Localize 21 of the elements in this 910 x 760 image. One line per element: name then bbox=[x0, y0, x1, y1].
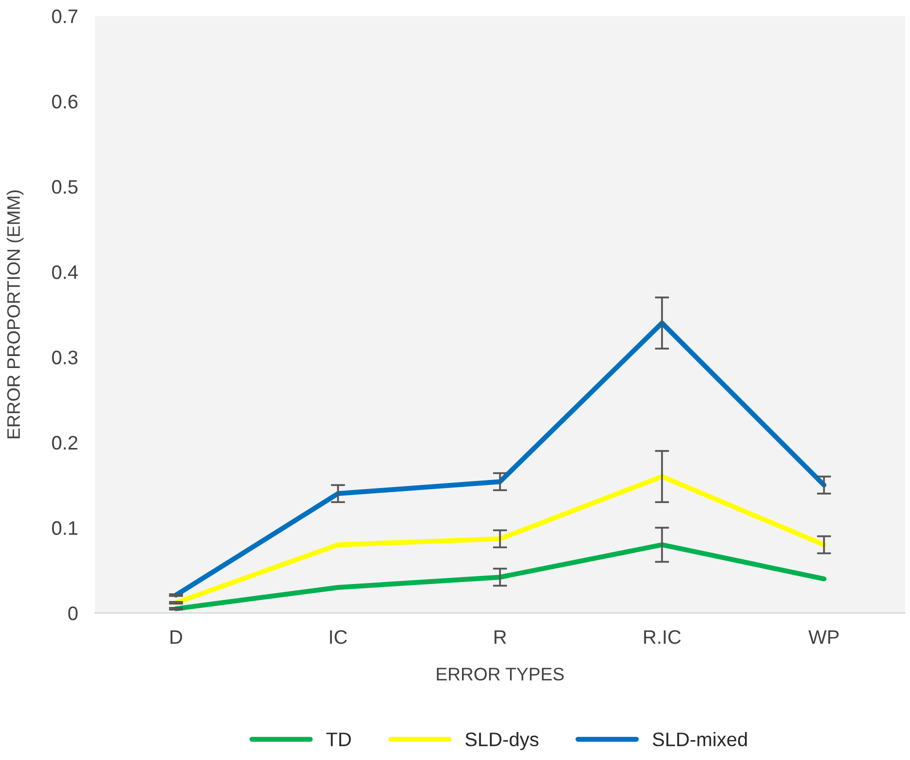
line-series bbox=[174, 320, 826, 598]
legend-label: SLD-mixed bbox=[652, 732, 747, 746]
x-tick-label: R bbox=[494, 630, 506, 644]
y-tick-label: 0.4 bbox=[52, 265, 78, 280]
y-tick-label: 0.3 bbox=[52, 350, 78, 364]
y-tick-label: 0.6 bbox=[52, 94, 78, 109]
y-axis-title: ERROR PROPORTION (EMM) bbox=[6, 190, 24, 438]
legend-label: TD bbox=[326, 732, 351, 746]
y-tick-label: 0.2 bbox=[52, 436, 78, 450]
line-series bbox=[174, 474, 826, 606]
legend-label: SLD-dys bbox=[465, 732, 538, 750]
y-tick-label: 0.7 bbox=[52, 9, 78, 24]
x-tick-label: R.IC bbox=[644, 630, 681, 644]
x-tick-label: WP bbox=[808, 630, 839, 644]
x-tick-label: D bbox=[170, 630, 182, 644]
y-tick-label: 0.5 bbox=[52, 180, 78, 194]
y-tick-label: 0 bbox=[68, 606, 78, 620]
y-tick-label: 0.1 bbox=[52, 521, 78, 535]
x-tick-label: IC bbox=[330, 630, 347, 644]
line-series bbox=[174, 542, 826, 612]
x-axis-title: ERROR TYPES bbox=[436, 668, 564, 680]
